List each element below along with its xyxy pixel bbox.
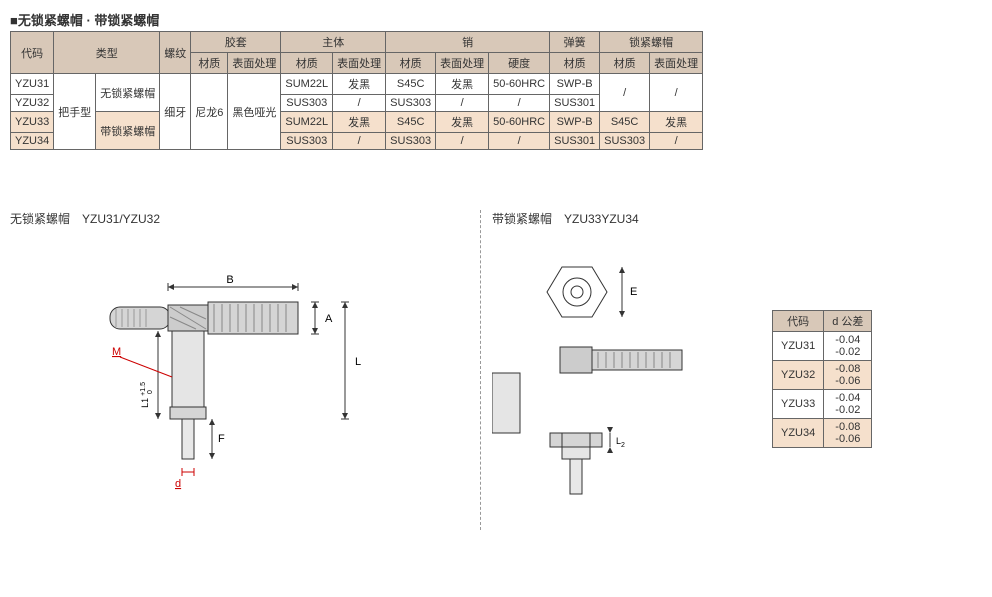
- th-mat: 材质: [191, 53, 228, 74]
- cell-code: YZU31: [11, 74, 54, 95]
- tol-th-tol: d 公差: [824, 311, 872, 332]
- cell: SUS301: [550, 133, 600, 150]
- dim-B: B: [226, 274, 233, 286]
- cell: 50-60HRC: [489, 112, 550, 133]
- cell: SUM22L: [281, 74, 333, 95]
- th-body: 主体: [281, 32, 386, 53]
- cell: /: [650, 133, 703, 150]
- cell: 50-60HRC: [489, 74, 550, 95]
- cell: SUS303: [281, 133, 333, 150]
- cell: 发黑: [436, 112, 489, 133]
- cell: /: [650, 74, 703, 112]
- dim-L1: L1+1.5 0: [140, 382, 154, 408]
- left-diagram-label: 无锁紧螺帽 YZU31/YZU32: [10, 210, 470, 227]
- cell: SUS303: [600, 133, 650, 150]
- cell: /: [489, 133, 550, 150]
- th-spring: 弹簧: [550, 32, 600, 53]
- table-row: YZU31 把手型 无锁紧螺帽 细牙 尼龙6 黑色哑光 SUM22L 发黑 S4…: [11, 74, 703, 95]
- cell-thread: 细牙: [160, 74, 191, 150]
- cell: SWP-B: [550, 74, 600, 95]
- right-diagram-panel: 带锁紧螺帽 YZU33YZU34 E: [492, 210, 772, 530]
- cell: 发黑: [436, 74, 489, 95]
- th-surf: 表面处理: [228, 53, 281, 74]
- cell: -0.04-0.02: [824, 390, 872, 419]
- cell: 发黑: [650, 112, 703, 133]
- dim-L: L: [355, 356, 361, 368]
- table-row: YZU33 带锁紧螺帽 SUM22L 发黑 S45C 发黑 50-60HRC S…: [11, 112, 703, 133]
- cell-code: YZU32: [11, 95, 54, 112]
- cell: S45C: [386, 112, 436, 133]
- right-diagram-label: 带锁紧螺帽 YZU33YZU34: [492, 210, 772, 227]
- th-thread: 螺纹: [160, 32, 191, 74]
- cell: -0.04-0.02: [824, 332, 872, 361]
- dim-d: d: [175, 478, 181, 490]
- diagram-section: 无锁紧螺帽 YZU31/YZU32: [10, 210, 992, 530]
- cell: SUS303: [281, 95, 333, 112]
- cell-sub2: 带锁紧螺帽: [96, 112, 160, 150]
- page-title: ■无锁紧螺帽 · 带锁紧螺帽: [10, 10, 992, 29]
- cell: /: [333, 133, 386, 150]
- dim-F: F: [218, 433, 225, 445]
- cell-typegroup: 把手型: [54, 74, 96, 150]
- right-diagram-svg: E L2: [492, 247, 732, 527]
- th-mat3: 材质: [386, 53, 436, 74]
- cell-code: YZU33: [11, 112, 54, 133]
- th-surf3: 表面处理: [436, 53, 489, 74]
- vertical-divider: [480, 210, 482, 530]
- left-diagram-svg: B A L L1+1.5 0 M F d: [100, 247, 420, 507]
- cell: /: [333, 95, 386, 112]
- th-mat2: 材质: [281, 53, 333, 74]
- th-mat5: 材质: [600, 53, 650, 74]
- th-surf2: 表面处理: [333, 53, 386, 74]
- cell: /: [489, 95, 550, 112]
- th-type: 类型: [54, 32, 160, 74]
- dim-A: A: [325, 313, 333, 325]
- cell: SUS301: [550, 95, 600, 112]
- cell: YZU33: [773, 390, 824, 419]
- th-pin: 销: [386, 32, 550, 53]
- main-spec-table: 代码 类型 螺纹 胶套 主体 销 弹簧 锁紧螺帽 材质 表面处理 材质 表面处理…: [10, 31, 703, 150]
- cell: SWP-B: [550, 112, 600, 133]
- table-row: YZU31 -0.04-0.02: [773, 332, 872, 361]
- left-diagram-panel: 无锁紧螺帽 YZU31/YZU32: [10, 210, 470, 530]
- table-row: YZU34 -0.08-0.06: [773, 419, 872, 448]
- cell: /: [436, 95, 489, 112]
- dim-M: M: [112, 346, 121, 358]
- cell: SUS303: [386, 95, 436, 112]
- tolerance-table-panel: 代码 d 公差 YZU31 -0.04-0.02 YZU32 -0.08-0.0…: [772, 210, 872, 530]
- cell: /: [600, 74, 650, 112]
- th-locknut: 锁紧螺帽: [600, 32, 703, 53]
- dim-E: E: [630, 286, 637, 298]
- th-sleeve: 胶套: [191, 32, 281, 53]
- table-row: YZU32 -0.08-0.06: [773, 361, 872, 390]
- cell: YZU34: [773, 419, 824, 448]
- th-surf4: 表面处理: [650, 53, 703, 74]
- th-code: 代码: [11, 32, 54, 74]
- cell: /: [436, 133, 489, 150]
- cell-nylon: 尼龙6: [191, 74, 228, 150]
- cell: 发黑: [333, 112, 386, 133]
- th-hard: 硬度: [489, 53, 550, 74]
- cell: SUS303: [386, 133, 436, 150]
- tolerance-table: 代码 d 公差 YZU31 -0.04-0.02 YZU32 -0.08-0.0…: [772, 310, 872, 448]
- cell-sub1: 无锁紧螺帽: [96, 74, 160, 112]
- tol-th-code: 代码: [773, 311, 824, 332]
- cell: 发黑: [333, 74, 386, 95]
- cell: YZU31: [773, 332, 824, 361]
- cell: S45C: [386, 74, 436, 95]
- dim-L2: L2: [616, 436, 625, 449]
- table-row: YZU33 -0.04-0.02: [773, 390, 872, 419]
- cell: -0.08-0.06: [824, 419, 872, 448]
- cell-black: 黑色哑光: [228, 74, 281, 150]
- cell: SUM22L: [281, 112, 333, 133]
- cell: S45C: [600, 112, 650, 133]
- cell-code: YZU34: [11, 133, 54, 150]
- cell: -0.08-0.06: [824, 361, 872, 390]
- cell: YZU32: [773, 361, 824, 390]
- th-mat4: 材质: [550, 53, 600, 74]
